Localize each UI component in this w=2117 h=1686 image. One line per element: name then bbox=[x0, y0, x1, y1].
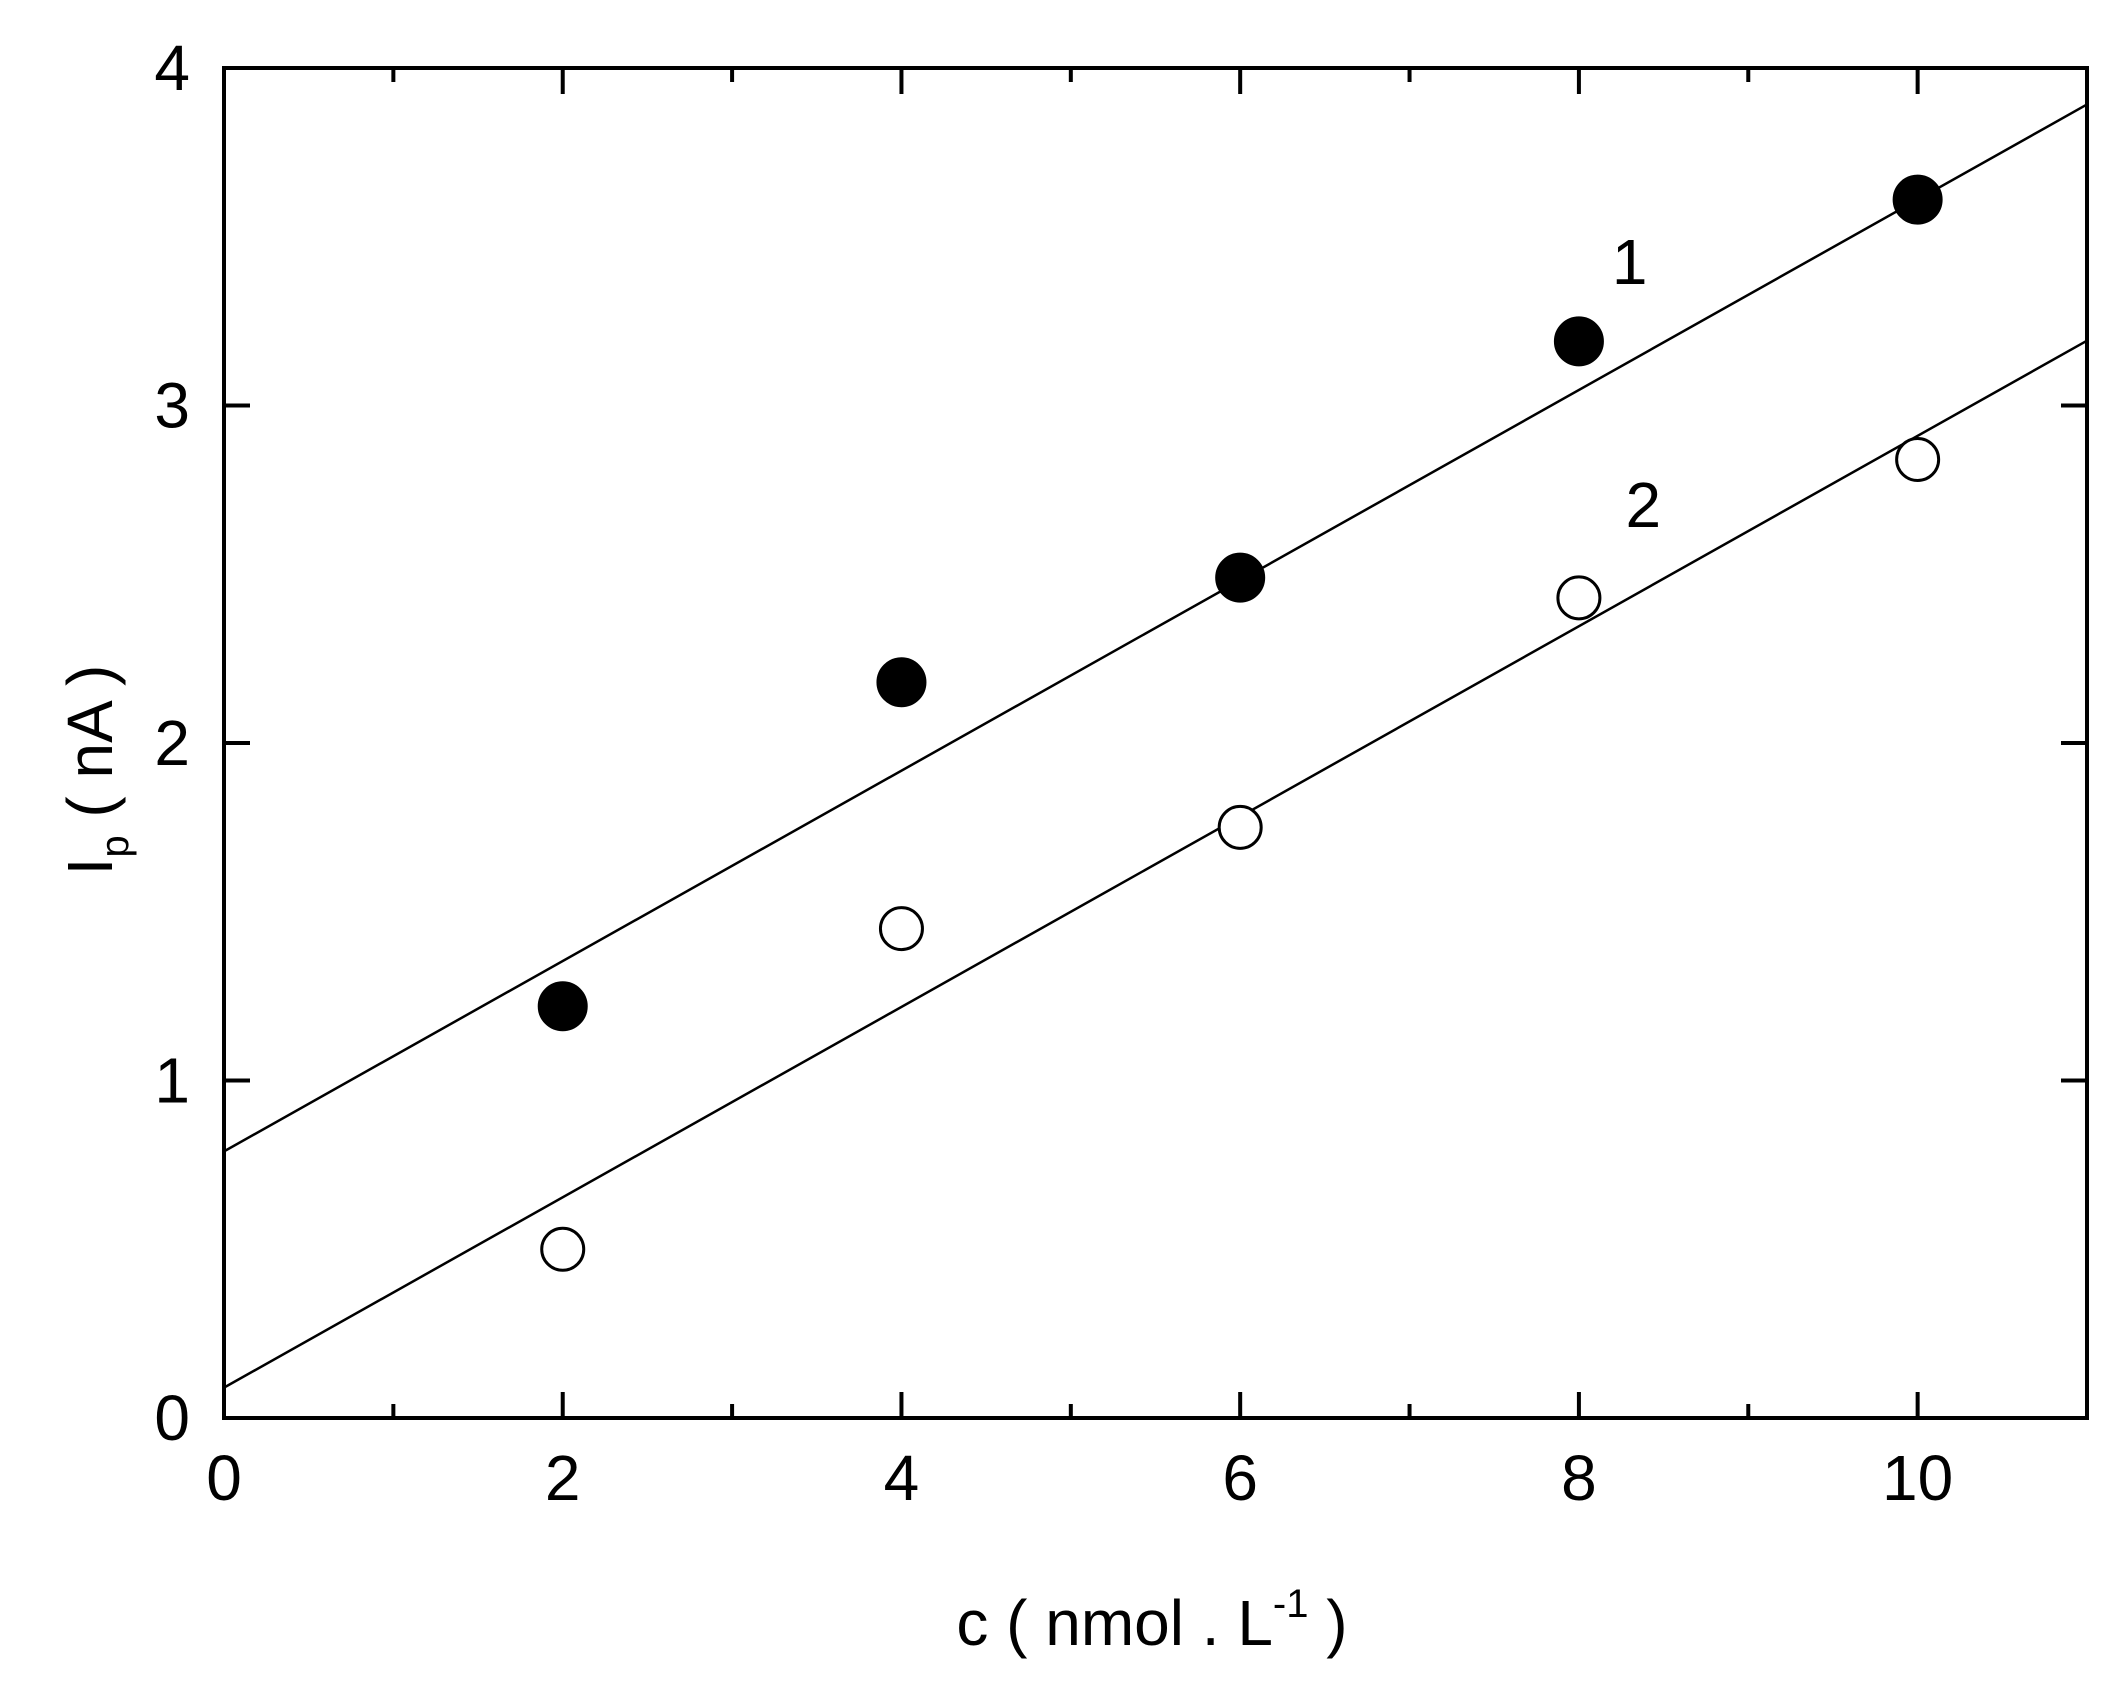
y-tick-label: 2 bbox=[154, 707, 190, 779]
data-point-series-1 bbox=[1553, 316, 1604, 367]
y-axis-label: Ip ( nA ) bbox=[54, 665, 137, 876]
data-point-series-2 bbox=[1556, 575, 1602, 621]
data-point-series-2 bbox=[540, 1226, 586, 1272]
x-tick-label: 0 bbox=[206, 1442, 242, 1514]
series-label-1: 1 bbox=[1612, 226, 1648, 298]
data-point-series-1 bbox=[1215, 552, 1266, 603]
data-point-series-1 bbox=[876, 657, 927, 708]
data-point-series-1 bbox=[1892, 174, 1943, 225]
y-tick-label: 4 bbox=[154, 32, 190, 104]
data-point-series-2 bbox=[878, 906, 924, 952]
data-point-series-2 bbox=[1217, 804, 1263, 850]
data-point-series-2 bbox=[1895, 437, 1941, 482]
fit-line-series-2 bbox=[223, 339, 2088, 1389]
x-tick-label: 10 bbox=[1882, 1442, 1953, 1514]
x-tick-label: 6 bbox=[1222, 1442, 1258, 1514]
y-tick-label: 3 bbox=[154, 370, 190, 442]
axis-ticks bbox=[222, 66, 2087, 1420]
x-tick-label: 2 bbox=[545, 1442, 581, 1514]
x-tick-label: 8 bbox=[1561, 1442, 1597, 1514]
y-tick-label: 0 bbox=[154, 1382, 190, 1454]
data-point-series-1 bbox=[537, 981, 588, 1032]
data-points bbox=[537, 174, 1943, 1272]
y-tick-label: 1 bbox=[154, 1045, 190, 1117]
x-tick-label: 4 bbox=[884, 1442, 920, 1514]
fit-line-series-1 bbox=[223, 103, 2088, 1153]
series-labels: 12 bbox=[1612, 226, 1661, 541]
x-axis-label: c ( nmol . L-1 ) bbox=[956, 1582, 1347, 1659]
fit-lines bbox=[223, 103, 2088, 1389]
series-label-2: 2 bbox=[1625, 469, 1661, 541]
